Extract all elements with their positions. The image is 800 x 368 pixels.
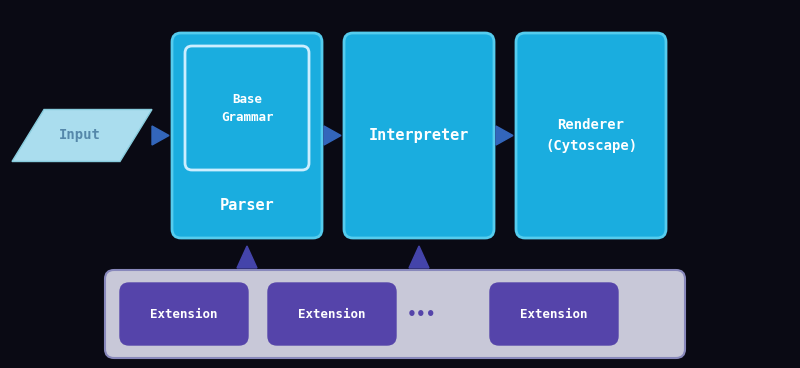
FancyBboxPatch shape bbox=[268, 283, 396, 345]
Polygon shape bbox=[12, 110, 152, 162]
Text: •••: ••• bbox=[407, 307, 437, 322]
Polygon shape bbox=[324, 126, 341, 145]
Text: Extension: Extension bbox=[298, 308, 366, 321]
Polygon shape bbox=[409, 246, 429, 268]
Text: Interpreter: Interpreter bbox=[369, 128, 469, 143]
Text: Extension: Extension bbox=[520, 308, 588, 321]
Text: Extension: Extension bbox=[150, 308, 218, 321]
FancyBboxPatch shape bbox=[344, 33, 494, 238]
Text: Parser: Parser bbox=[220, 198, 274, 213]
Text: Input: Input bbox=[59, 128, 101, 142]
FancyBboxPatch shape bbox=[516, 33, 666, 238]
Polygon shape bbox=[152, 126, 169, 145]
FancyBboxPatch shape bbox=[185, 46, 309, 170]
FancyBboxPatch shape bbox=[105, 270, 685, 358]
Text: Renderer
(Cytoscape): Renderer (Cytoscape) bbox=[545, 118, 637, 153]
FancyBboxPatch shape bbox=[172, 33, 322, 238]
Polygon shape bbox=[237, 246, 257, 268]
FancyBboxPatch shape bbox=[490, 283, 618, 345]
Polygon shape bbox=[496, 126, 513, 145]
Text: Base
Grammar: Base Grammar bbox=[221, 92, 274, 124]
FancyBboxPatch shape bbox=[120, 283, 248, 345]
